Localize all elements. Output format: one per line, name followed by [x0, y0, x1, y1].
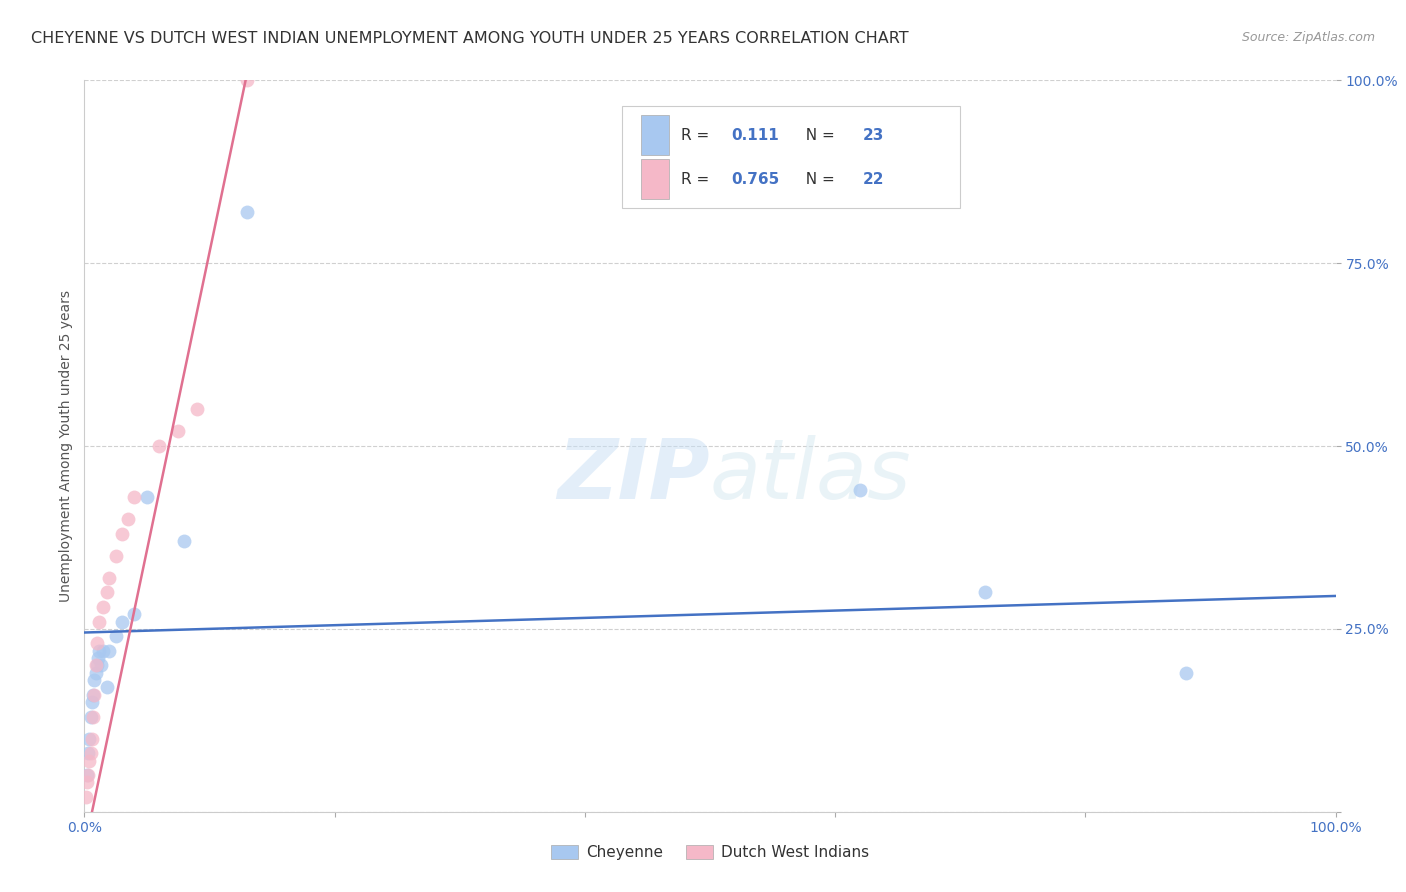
Text: Source: ZipAtlas.com: Source: ZipAtlas.com [1241, 31, 1375, 45]
Text: 0.111: 0.111 [731, 128, 779, 143]
Point [124, 607, 146, 622]
Bar [641, 115, 669, 155]
Point [90, 658, 112, 673]
Point [974, 585, 997, 599]
Point [86, 658, 108, 673]
Point [83, 688, 105, 702]
Text: R =: R = [682, 171, 714, 186]
Text: 0.765: 0.765 [731, 171, 779, 186]
Point [111, 615, 134, 629]
Point [83, 673, 105, 687]
Point [84, 658, 107, 673]
Point [104, 549, 127, 563]
Point [86, 636, 108, 650]
Point [84, 665, 107, 680]
Point [91, 644, 114, 658]
Point [186, 402, 208, 417]
Point [96, 681, 118, 695]
Text: 22: 22 [863, 171, 884, 186]
Point [76, 775, 98, 789]
Point [87, 651, 110, 665]
Point [89, 644, 111, 658]
Point [117, 512, 139, 526]
Point [79, 709, 101, 723]
Point [124, 490, 146, 504]
Point [136, 490, 159, 504]
FancyBboxPatch shape [623, 106, 960, 209]
Point [75, 790, 97, 805]
Text: atlas: atlas [710, 434, 911, 516]
Point [96, 585, 118, 599]
Text: ZIP: ZIP [557, 434, 710, 516]
Y-axis label: Unemployment Among Youth under 25 years: Unemployment Among Youth under 25 years [59, 290, 73, 602]
Point [98, 644, 121, 658]
Point [82, 688, 104, 702]
Point [79, 754, 101, 768]
Point [173, 534, 195, 549]
Bar [641, 159, 669, 199]
Point [89, 615, 111, 629]
Point [82, 709, 104, 723]
Point [80, 731, 103, 746]
Text: CHEYENNE VS DUTCH WEST INDIAN UNEMPLOYMENT AMONG YOUTH UNDER 25 YEARS CORRELATIO: CHEYENNE VS DUTCH WEST INDIAN UNEMPLOYME… [31, 31, 908, 46]
Point [79, 746, 101, 760]
Point [236, 73, 259, 87]
Point [98, 571, 121, 585]
Text: N =: N = [796, 128, 839, 143]
Point [104, 629, 127, 643]
Point [80, 695, 103, 709]
Point [1174, 665, 1197, 680]
Point [111, 526, 134, 541]
Text: 23: 23 [863, 128, 884, 143]
Point [849, 483, 872, 497]
Point [236, 205, 259, 219]
Point [79, 731, 101, 746]
Point [76, 768, 98, 782]
Point [77, 746, 100, 760]
Point [77, 768, 100, 782]
Point [91, 599, 114, 614]
Point [167, 425, 190, 439]
Text: N =: N = [796, 171, 839, 186]
Point [148, 439, 170, 453]
Text: R =: R = [682, 128, 714, 143]
Legend: Cheyenne, Dutch West Indians: Cheyenne, Dutch West Indians [544, 839, 876, 866]
